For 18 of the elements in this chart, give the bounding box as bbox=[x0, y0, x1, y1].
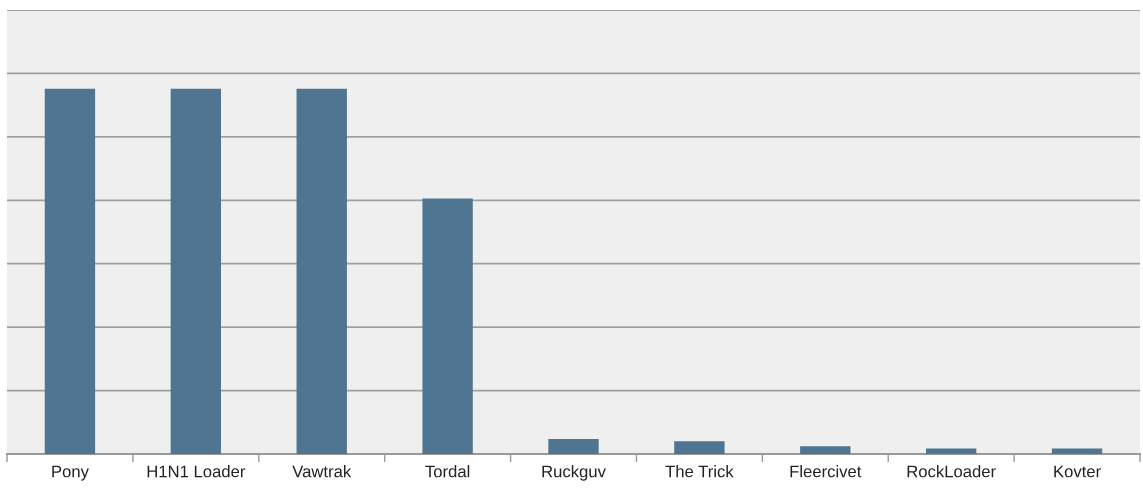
x-tick-label: Pony bbox=[52, 465, 89, 481]
x-tick-label: Fleercivet bbox=[790, 465, 862, 478]
bar bbox=[170, 88, 222, 454]
bar bbox=[1051, 448, 1103, 454]
x-tick-label: H1N1 Loader bbox=[147, 465, 246, 478]
x-tick-label: RockLoader bbox=[907, 465, 996, 478]
x-tick-label: Tordal bbox=[425, 465, 470, 478]
bar bbox=[674, 441, 725, 454]
bar bbox=[548, 439, 599, 454]
bar bbox=[296, 88, 347, 454]
x-tick-label: Kovter bbox=[1054, 465, 1101, 478]
x-tick-label: The Trick bbox=[665, 465, 734, 478]
bar bbox=[422, 198, 473, 454]
x-tick-label: Vawtrak bbox=[292, 465, 352, 478]
x-tick-label: Ruckguv bbox=[542, 465, 606, 481]
bar bbox=[800, 446, 851, 454]
bar bbox=[44, 88, 96, 454]
bar bbox=[925, 448, 977, 454]
